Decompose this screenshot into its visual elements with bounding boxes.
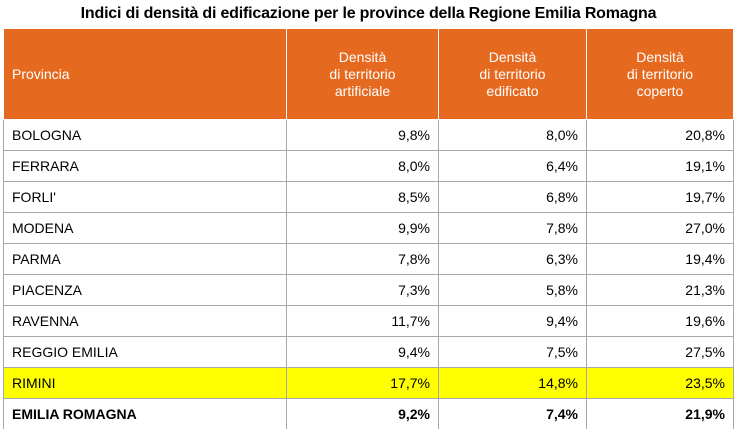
province-name: BOLOGNA xyxy=(3,119,287,151)
province-name: PIACENZA xyxy=(3,274,287,306)
table-row-total: EMILIA ROMAGNA 9,2% 7,4% 21,9% xyxy=(3,398,734,429)
coperto-value: 23,5% xyxy=(586,367,734,399)
artificiale-value: 11,7% xyxy=(286,305,439,337)
edificato-value: 8,0% xyxy=(438,119,587,151)
province-name: REGGIO EMILIA xyxy=(3,336,287,368)
edificato-value: 6,4% xyxy=(438,150,587,182)
table-row: PARMA 7,8% 6,3% 19,4% xyxy=(3,243,734,275)
artificiale-value: 8,5% xyxy=(286,181,439,213)
coperto-value: 27,0% xyxy=(586,212,734,244)
density-table: Provincia Densità di territorio artifici… xyxy=(3,28,734,429)
edificato-value: 6,3% xyxy=(438,243,587,275)
header-provincia: Provincia xyxy=(3,28,287,120)
artificiale-value: 7,3% xyxy=(286,274,439,306)
edificato-value: 7,4% xyxy=(438,398,587,429)
artificiale-value: 17,7% xyxy=(286,367,439,399)
province-name: EMILIA ROMAGNA xyxy=(3,398,287,429)
edificato-value: 7,5% xyxy=(438,336,587,368)
table-row: FORLI' 8,5% 6,8% 19,7% xyxy=(3,181,734,213)
province-name: FORLI' xyxy=(3,181,287,213)
province-name: FERRARA xyxy=(3,150,287,182)
header-edificato: Densità di territorio edificato xyxy=(438,28,587,120)
edificato-value: 7,8% xyxy=(438,212,587,244)
artificiale-value: 9,2% xyxy=(286,398,439,429)
artificiale-value: 8,0% xyxy=(286,150,439,182)
table-row: BOLOGNA 9,8% 8,0% 20,8% xyxy=(3,119,734,151)
coperto-value: 19,7% xyxy=(586,181,734,213)
artificiale-value: 9,4% xyxy=(286,336,439,368)
artificiale-value: 9,9% xyxy=(286,212,439,244)
table-row: RAVENNA 11,7% 9,4% 19,6% xyxy=(3,305,734,337)
coperto-value: 19,4% xyxy=(586,243,734,275)
province-name: PARMA xyxy=(3,243,287,275)
coperto-value: 21,3% xyxy=(586,274,734,306)
table-row: REGGIO EMILIA 9,4% 7,5% 27,5% xyxy=(3,336,734,368)
coperto-value: 19,6% xyxy=(586,305,734,337)
table-row: MODENA 9,9% 7,8% 27,0% xyxy=(3,212,734,244)
coperto-value: 19,1% xyxy=(586,150,734,182)
table-row: FERRARA 8,0% 6,4% 19,1% xyxy=(3,150,734,182)
edificato-value: 5,8% xyxy=(438,274,587,306)
table-header-row: Provincia Densità di territorio artifici… xyxy=(3,28,734,120)
province-name: RIMINI xyxy=(3,367,287,399)
table-row-highlighted: RIMINI 17,7% 14,8% 23,5% xyxy=(3,367,734,399)
artificiale-value: 7,8% xyxy=(286,243,439,275)
edificato-value: 14,8% xyxy=(438,367,587,399)
header-coperto: Densità di territorio coperto xyxy=(586,28,734,120)
page-title: Indici di densità di edificazione per le… xyxy=(80,5,657,22)
header-artificiale: Densità di territorio artificiale xyxy=(286,28,439,120)
edificato-value: 6,8% xyxy=(438,181,587,213)
table-row: PIACENZA 7,3% 5,8% 21,3% xyxy=(3,274,734,306)
edificato-value: 9,4% xyxy=(438,305,587,337)
coperto-value: 20,8% xyxy=(586,119,734,151)
province-name: MODENA xyxy=(3,212,287,244)
coperto-value: 27,5% xyxy=(586,336,734,368)
province-name: RAVENNA xyxy=(3,305,287,337)
artificiale-value: 9,8% xyxy=(286,119,439,151)
coperto-value: 21,9% xyxy=(586,398,734,429)
